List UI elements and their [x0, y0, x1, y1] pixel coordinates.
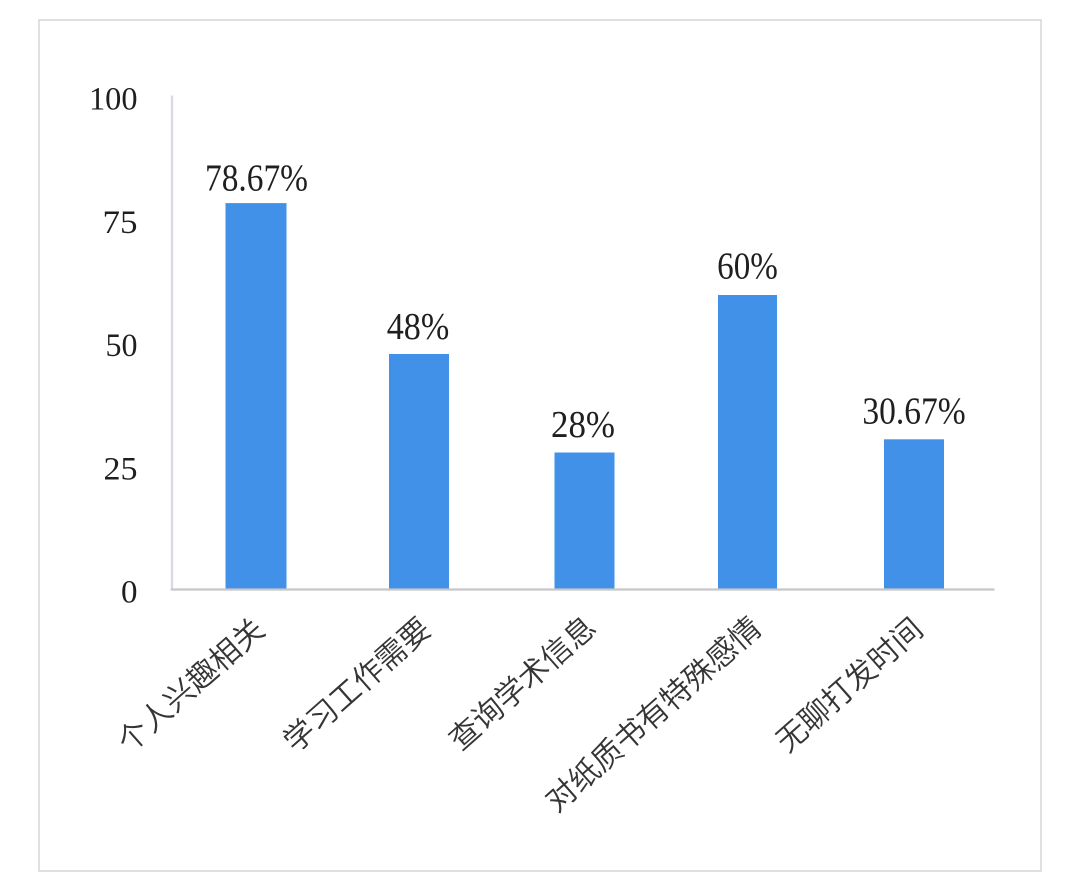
svg-text:75: 75 [103, 205, 138, 241]
svg-text:28%: 28% [551, 404, 615, 446]
svg-text:25: 25 [104, 451, 138, 487]
svg-text:60%: 60% [717, 246, 778, 288]
svg-text:78.67%: 78.67% [205, 157, 308, 199]
svg-text:48%: 48% [387, 306, 450, 348]
svg-text:100: 100 [89, 82, 138, 118]
svg-text:0: 0 [121, 574, 138, 610]
svg-text:50: 50 [106, 328, 138, 364]
svg-text:30.67%: 30.67% [862, 391, 965, 433]
